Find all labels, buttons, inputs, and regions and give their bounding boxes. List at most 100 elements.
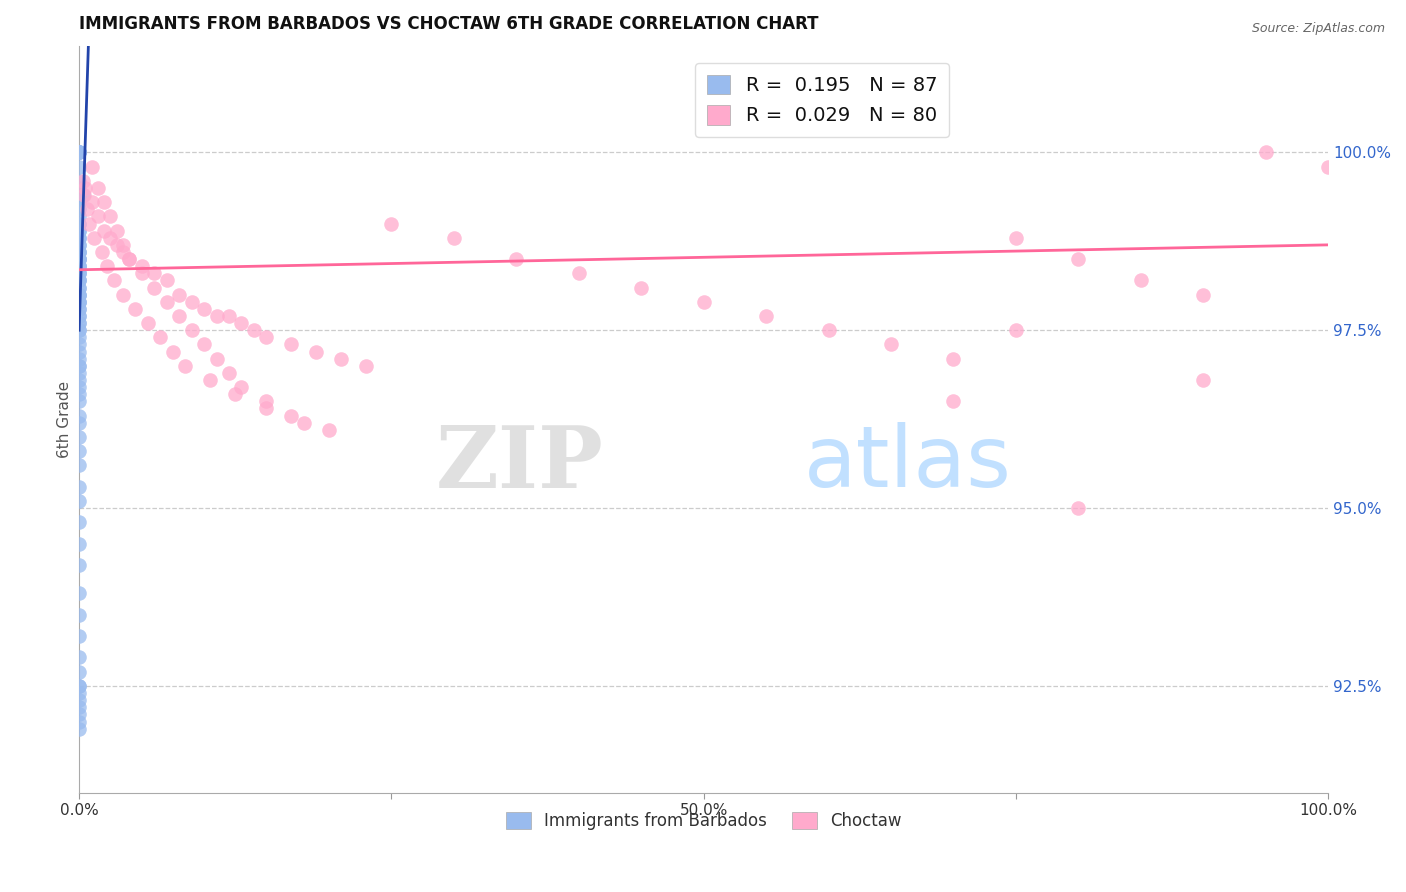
Point (167, 309, 190, 323)
Point (83, 231, 105, 245)
Point (67, 294, 90, 309)
Point (193, 337, 215, 351)
Point (67, 273, 90, 287)
Point (67, 181, 90, 195)
Point (1067, 252, 1090, 266)
Point (67, 714, 90, 729)
Point (67, 217, 90, 231)
Point (67, 266, 90, 280)
Point (205, 309, 228, 323)
Point (942, 351, 965, 366)
Point (67, 224, 90, 238)
Y-axis label: 6th Grade: 6th Grade (58, 381, 72, 458)
Point (880, 337, 903, 351)
Point (67, 259, 90, 273)
Point (205, 351, 228, 366)
Point (67, 650, 90, 665)
Point (942, 394, 965, 409)
Point (630, 280, 652, 294)
Point (136, 316, 159, 330)
Point (67, 394, 90, 409)
Point (67, 686, 90, 700)
Text: ZIP: ZIP (436, 422, 603, 506)
Point (67, 252, 90, 266)
Point (67, 309, 90, 323)
Point (67, 287, 90, 301)
Point (1005, 323, 1028, 337)
Point (67, 316, 90, 330)
Point (80, 195, 103, 210)
Point (67, 629, 90, 643)
Point (67, 174, 90, 188)
Point (218, 366, 240, 380)
Point (67, 224, 90, 238)
Point (67, 387, 90, 401)
Point (93, 224, 115, 238)
Point (143, 266, 166, 280)
Point (67, 458, 90, 473)
Point (67, 145, 90, 160)
Point (75, 181, 97, 195)
Point (118, 252, 141, 266)
Point (111, 287, 134, 301)
Point (330, 351, 353, 366)
Point (67, 202, 90, 217)
Point (67, 665, 90, 679)
Point (67, 679, 90, 693)
Point (96, 259, 118, 273)
Point (193, 301, 215, 316)
Point (67, 586, 90, 600)
Point (568, 266, 591, 280)
Point (67, 266, 90, 280)
Point (1067, 501, 1090, 516)
Point (67, 273, 90, 287)
Point (105, 224, 128, 238)
Point (174, 359, 197, 373)
Point (231, 380, 253, 394)
Point (124, 301, 146, 316)
Point (67, 266, 90, 280)
Point (93, 195, 115, 210)
Point (167, 287, 190, 301)
Point (67, 244, 90, 259)
Point (356, 359, 378, 373)
Point (692, 294, 714, 309)
Point (243, 323, 266, 337)
Point (67, 416, 90, 430)
Point (67, 430, 90, 444)
Point (180, 294, 202, 309)
Point (280, 409, 302, 423)
Point (67, 707, 90, 722)
Point (1254, 145, 1277, 160)
Point (1005, 231, 1028, 245)
Point (67, 323, 90, 337)
Point (87, 181, 110, 195)
Point (155, 273, 177, 287)
Point (67, 287, 90, 301)
Point (67, 722, 90, 736)
Point (67, 145, 90, 160)
Text: Source: ZipAtlas.com: Source: ZipAtlas.com (1251, 22, 1385, 36)
Point (67, 679, 90, 693)
Point (103, 273, 125, 287)
Point (1317, 160, 1340, 174)
Point (67, 252, 90, 266)
Point (131, 259, 153, 273)
Point (67, 516, 90, 530)
Point (90, 244, 112, 259)
Point (118, 252, 141, 266)
Point (67, 259, 90, 273)
Point (67, 238, 90, 252)
Point (1192, 373, 1215, 387)
Point (67, 294, 90, 309)
Point (67, 409, 90, 423)
Point (256, 401, 278, 416)
Point (131, 266, 153, 280)
Point (67, 273, 90, 287)
Point (67, 252, 90, 266)
Point (67, 366, 90, 380)
Legend: Immigrants from Barbados, Choctaw: Immigrants from Barbados, Choctaw (499, 805, 908, 837)
Point (67, 351, 90, 366)
Point (67, 316, 90, 330)
Point (73, 188, 96, 202)
